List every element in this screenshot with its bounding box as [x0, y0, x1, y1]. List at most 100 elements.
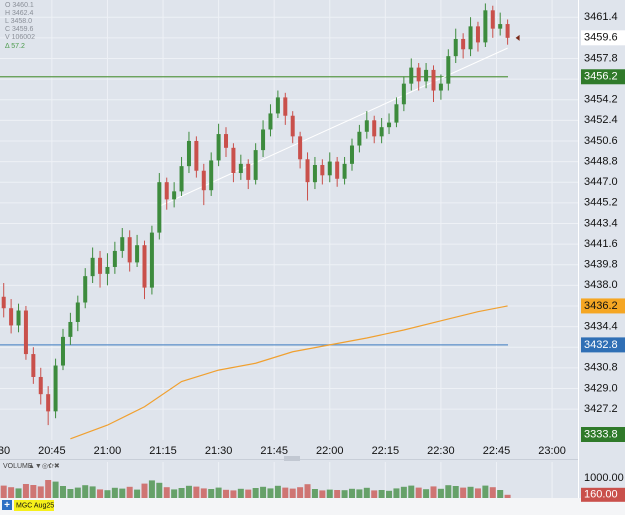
info-line: L 3458.0: [5, 18, 32, 25]
volume-bar: [348, 488, 355, 498]
x-tick-label: 21:00: [94, 445, 122, 457]
candle-body: [9, 308, 14, 326]
candle-body: [364, 120, 369, 132]
volume-bar: [67, 489, 74, 498]
add-button[interactable]: [2, 500, 12, 510]
symbol-tag[interactable]: [14, 500, 54, 511]
candle-body: [498, 24, 503, 29]
candle-body: [475, 26, 480, 43]
candle-body: [505, 24, 510, 38]
candle-body: [83, 276, 88, 303]
candle-body: [246, 163, 251, 180]
volume-bar: [415, 487, 422, 498]
candle-body: [105, 266, 110, 274]
candle-body: [90, 257, 95, 277]
volume-bar: [163, 487, 170, 498]
candle-body: [23, 310, 28, 355]
volume-bar: [311, 489, 318, 498]
candle-body: [135, 245, 140, 263]
candle-body: [275, 97, 280, 114]
resize-handle[interactable]: [284, 456, 300, 461]
candle-body: [409, 67, 414, 84]
x-tick-label: 20:45: [38, 445, 66, 457]
y-tick-label: 3441.6: [584, 238, 618, 250]
candle-body: [112, 250, 117, 267]
volume-current-box: [581, 487, 625, 502]
candle-body: [357, 131, 362, 146]
hline-label: 3456.2: [584, 71, 618, 83]
volume-bar: [371, 490, 378, 498]
y-tick-label: 3429.0: [584, 382, 618, 394]
volume-bar: [15, 488, 22, 498]
volume-bar: [171, 489, 178, 498]
extra-label-box: [581, 427, 625, 442]
x-tick-label: 23:00: [538, 445, 566, 457]
volume-bar: [193, 486, 200, 498]
volume-bar: [460, 487, 467, 498]
delta-label: Δ 57.2: [5, 43, 25, 50]
volume-bar: [334, 490, 341, 498]
candle-body: [31, 354, 36, 377]
candle-body: [372, 120, 377, 137]
y-tick-label: 3461.4: [584, 11, 618, 23]
candle-body: [483, 10, 488, 43]
candle-body: [261, 129, 266, 151]
volume-bar: [245, 489, 252, 498]
hline-label: 3432.8: [584, 339, 618, 351]
volume-bar: [30, 485, 37, 498]
y-tick-label: 3443.4: [584, 217, 618, 229]
volume-bar: [386, 490, 393, 498]
volume-bar: [437, 488, 444, 498]
hline-label-box: [581, 69, 625, 85]
candle-body: [283, 97, 288, 116]
volume-bar: [467, 486, 474, 498]
candle-body: [238, 163, 243, 174]
y-tick-label: 3447.0: [584, 176, 618, 188]
volume-bar: [452, 486, 459, 498]
candle-body: [394, 104, 399, 123]
volume-bar: [423, 489, 430, 498]
candle-body: [416, 67, 421, 82]
candle-body: [120, 237, 125, 251]
volume-bar: [104, 490, 111, 498]
volume-controls[interactable]: ▲▼◎✿✖: [28, 463, 60, 470]
volume-bar: [489, 487, 496, 498]
volume-bar: [37, 486, 44, 498]
volume-bar: [134, 489, 141, 498]
candle-body: [379, 127, 384, 137]
candle-body: [1, 296, 6, 309]
candle-body: [320, 165, 325, 176]
volume-bar: [363, 487, 370, 498]
symbol-label: MGC Aug25: [16, 502, 54, 509]
volume-bar: [430, 486, 437, 498]
volume-bar: [282, 487, 289, 498]
volume-title: VOLUME: [3, 463, 33, 470]
volume-bar: [230, 490, 237, 498]
candle-body: [268, 113, 273, 130]
candle-body: [201, 170, 206, 191]
volume-bar: [52, 481, 59, 498]
volume-bar: [497, 490, 504, 498]
extra-label: 3333.8: [584, 428, 618, 440]
candle-body: [401, 83, 406, 105]
volume-tick-label: 1000.00: [584, 472, 624, 484]
candle-body: [349, 145, 354, 164]
y-tick-label: 3450.6: [584, 135, 618, 147]
volume-bar: [504, 494, 511, 498]
candle-body: [231, 147, 236, 174]
candle-body: [53, 365, 58, 412]
volume-bar: [237, 488, 244, 498]
y-tick-label: 3434.4: [584, 320, 618, 332]
volume-bar: [119, 488, 126, 498]
moving-average-label-box: [581, 298, 625, 314]
add-icon: +: [4, 500, 10, 511]
candle-body: [461, 38, 466, 50]
volume-bar: [200, 488, 207, 498]
volume-bar: [341, 490, 348, 498]
volume-bar: [482, 485, 489, 498]
volume-bar: [45, 480, 52, 498]
info-line: H 3462.4: [5, 10, 34, 17]
bottom-bar: [0, 498, 625, 515]
candle-body: [431, 69, 436, 91]
